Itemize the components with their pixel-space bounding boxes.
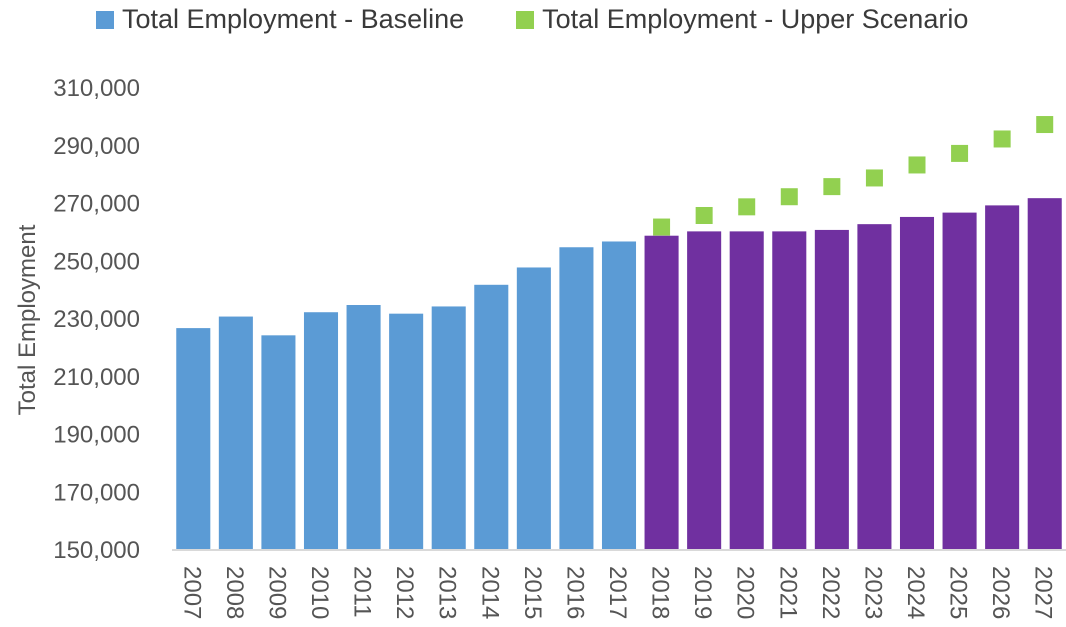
bar-2027 [1027, 198, 1062, 549]
x-tick-label: 2009 [263, 566, 290, 619]
y-tick-label: 150,000 [53, 537, 140, 564]
y-tick-label: 230,000 [53, 306, 140, 333]
x-tick-label: 2022 [817, 566, 844, 619]
bar-2009 [261, 335, 296, 549]
x-tick-label: 2027 [1030, 566, 1057, 619]
bar-2012 [389, 313, 424, 549]
marker-2018 [653, 218, 671, 236]
x-tick-label: 2013 [434, 566, 461, 619]
y-axis-ticks: 150,000 170,000 190,000 210,000 230,000 250,0… [53, 75, 140, 564]
legend-item-baseline: Total Employment - Baseline [96, 4, 464, 35]
bar-2014 [474, 284, 509, 549]
bar-2020 [729, 231, 764, 549]
y-tick-label: 270,000 [53, 191, 140, 218]
x-tick-label: 2021 [774, 566, 801, 619]
bar-2019 [687, 231, 722, 549]
x-tick-label: 2015 [519, 566, 546, 619]
x-tick-label: 2023 [859, 566, 886, 619]
x-tick-label: 2026 [987, 566, 1014, 619]
bars [176, 198, 1062, 550]
y-tick-label: 250,000 [53, 248, 140, 275]
y-axis-title: Total Employment [14, 224, 41, 415]
y-tick-label: 290,000 [53, 133, 140, 160]
legend: Total Employment - Baseline Total Employ… [96, 4, 1020, 35]
legend-swatch-upper-scenario [516, 10, 535, 29]
bar-2010 [303, 312, 339, 549]
x-tick-label: 2017 [604, 566, 631, 619]
x-tick-label: 2011 [349, 566, 376, 618]
bar-2008 [218, 316, 253, 549]
marker-2023 [865, 169, 883, 187]
legend-label-upper-scenario: Total Employment - Upper Scenario [542, 4, 969, 34]
x-tick-label: 2016 [561, 566, 588, 619]
x-tick-label: 2008 [221, 566, 248, 619]
marker-2021 [780, 188, 798, 206]
bar-2024 [899, 216, 935, 549]
legend-label-baseline: Total Employment - Baseline [122, 4, 465, 34]
bar-2022 [814, 229, 849, 549]
y-tick-label: 190,000 [53, 422, 140, 449]
x-tick-label: 2014 [476, 566, 503, 619]
marker-2026 [993, 130, 1011, 148]
y-tick-label: 310,000 [53, 75, 140, 102]
bar-2011 [346, 305, 381, 549]
upper-scenario-markers [653, 116, 1054, 236]
bar-2017 [601, 241, 637, 549]
x-tick-label: 2020 [732, 566, 759, 619]
y-tick-label: 170,000 [53, 479, 140, 506]
marker-2020 [738, 198, 756, 216]
bar-2018 [644, 235, 679, 550]
marker-2022 [823, 178, 841, 196]
y-tick-label: 210,000 [53, 364, 140, 391]
bar-2023 [857, 224, 892, 549]
legend-swatch-baseline [96, 10, 114, 29]
x-tick-label: 2012 [391, 566, 418, 619]
x-tick-label: 2025 [945, 566, 972, 619]
bar-2026 [985, 205, 1020, 549]
bar-2021 [772, 231, 807, 549]
x-tick-label: 2007 [178, 566, 205, 619]
x-tick-label: 2024 [902, 566, 929, 619]
bar-2016 [559, 247, 594, 549]
marker-2019 [695, 206, 713, 224]
marker-2024 [908, 156, 926, 174]
x-tick-label: 2019 [689, 566, 716, 619]
marker-2027 [1036, 116, 1054, 134]
x-tick-label: 2010 [306, 566, 333, 619]
x-tick-label: 2018 [647, 566, 674, 619]
legend-item-upper-scenario: Total Employment - Upper Scenario [516, 4, 968, 35]
x-axis-ticks: 2007 2008 2009 2010 2011 2012 2013 2014 2015 2016… [178, 566, 1056, 619]
marker-2025 [951, 144, 969, 162]
bar-2013 [431, 306, 466, 549]
bar-2007 [176, 328, 211, 549]
bar-2025 [942, 212, 977, 549]
bar-2015 [516, 267, 551, 549]
